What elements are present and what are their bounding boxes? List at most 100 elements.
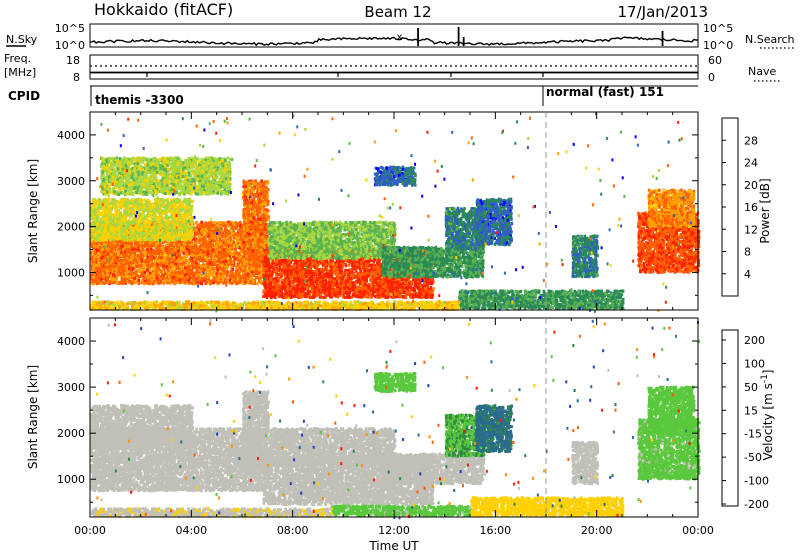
heatmap-cell (219, 248, 222, 252)
heatmap-cell (224, 251, 228, 255)
heatmap-cell (120, 265, 123, 269)
heatmap-cell (186, 252, 190, 256)
heatmap-cell (92, 239, 95, 243)
heatmap-cell (151, 251, 155, 255)
heatmap-cell (207, 278, 211, 281)
heatmap-cell (222, 221, 225, 225)
heatmap-cell (195, 248, 198, 252)
heatmap-cell (224, 264, 228, 268)
heatmap-cell (175, 253, 178, 257)
heatmap-cell (246, 268, 249, 272)
freq-tick-top-left: 18 (66, 54, 80, 67)
heatmap-cell (100, 248, 104, 252)
heatmap-cell (193, 245, 196, 248)
heatmap-cell (224, 246, 227, 250)
heatmap-cell (239, 268, 243, 272)
heatmap-cell (198, 238, 202, 242)
heatmap-cell (178, 253, 182, 257)
freq-label: Freq. (4, 52, 31, 65)
heatmap-cell (229, 224, 233, 228)
heatmap-cell (186, 259, 190, 262)
heatmap-cell (213, 270, 216, 274)
heatmap-cell (205, 267, 209, 271)
heatmap-cell (194, 241, 197, 245)
heatmap-cell (203, 235, 207, 239)
heatmap-cell (195, 274, 198, 278)
heatmap-cell (168, 245, 171, 249)
heatmap-cell (151, 262, 155, 266)
heatmap-cell (230, 244, 233, 248)
heatmap-cell (189, 241, 193, 245)
heatmap-cell (100, 282, 103, 286)
heatmap-cell (183, 273, 187, 277)
heatmap-cell (104, 248, 108, 252)
heatmap-cell (200, 269, 203, 273)
heatmap-cell (246, 250, 250, 254)
heatmap-cell (97, 271, 100, 274)
heatmap-cell (157, 270, 161, 274)
heatmap-cell (110, 253, 113, 257)
heatmap-cell (155, 270, 158, 274)
heatmap-cell (155, 276, 159, 280)
power-heatmap (90, 112, 701, 313)
heatmap-cell (200, 229, 203, 233)
heatmap-cell (211, 267, 215, 271)
heatmap-cell (148, 271, 152, 275)
heatmap-cell (206, 251, 210, 255)
heatmap-cell (185, 241, 188, 244)
heatmap-cell (198, 247, 201, 251)
heatmap-cell (218, 232, 221, 236)
cpid-program-2: normal (fast) 151 (546, 85, 664, 99)
heatmap-cell (100, 269, 103, 273)
heatmap-cell (216, 264, 219, 267)
heatmap-cell (176, 274, 180, 278)
heatmap-cell (157, 260, 161, 264)
heatmap-cell (236, 258, 239, 262)
heatmap-cell (240, 233, 243, 237)
heatmap-cell (125, 272, 128, 276)
heatmap-cell (143, 271, 147, 274)
heatmap-cell (215, 221, 218, 225)
heatmap-cell (232, 221, 236, 225)
heatmap-cell (115, 277, 119, 280)
heatmap-cell (182, 271, 186, 275)
heatmap-cell (204, 252, 207, 256)
heatmap-cell (127, 272, 130, 276)
heatmap-cell (226, 265, 230, 269)
heatmap-cell (102, 268, 106, 272)
heatmap-cell (239, 251, 243, 255)
date-label: 17/Jan/2013 (618, 3, 709, 21)
heatmap-cell (174, 281, 177, 285)
heatmap-cell (94, 244, 97, 248)
heatmap-cell (130, 246, 133, 249)
heatmap-cell (202, 277, 206, 281)
heatmap-cell (137, 264, 140, 268)
heatmap-cell (211, 234, 214, 238)
heatmap-cell (184, 276, 187, 280)
nsky-tick-bottom-right: 10^0 (703, 39, 733, 52)
heatmap-cell (96, 274, 100, 278)
heatmap-cell (115, 280, 119, 284)
heatmap-cell (184, 266, 187, 270)
heatmap-cell (167, 275, 171, 279)
nsky-trace (89, 36, 699, 47)
heatmap-cell (251, 273, 255, 277)
heatmap-cell (234, 270, 238, 274)
heatmap-cell (180, 259, 184, 263)
nsky-tick-top-right: 10^5 (703, 22, 733, 35)
heatmap-cell (103, 270, 107, 274)
heatmap-cell (230, 234, 233, 238)
heatmap-cell (212, 252, 216, 256)
heatmap-cell (178, 251, 182, 255)
heatmap-cell (104, 253, 108, 257)
heatmap-cell (207, 254, 210, 258)
heatmap-cell (152, 256, 156, 260)
heatmap-cell (194, 240, 197, 244)
heatmap-cell (237, 229, 240, 233)
freq-unit-label: [MHz] (4, 66, 36, 79)
heatmap-cell (143, 275, 146, 279)
heatmap-cell (141, 268, 145, 272)
heatmap-cell (195, 221, 198, 225)
heatmap-cell (216, 256, 220, 260)
